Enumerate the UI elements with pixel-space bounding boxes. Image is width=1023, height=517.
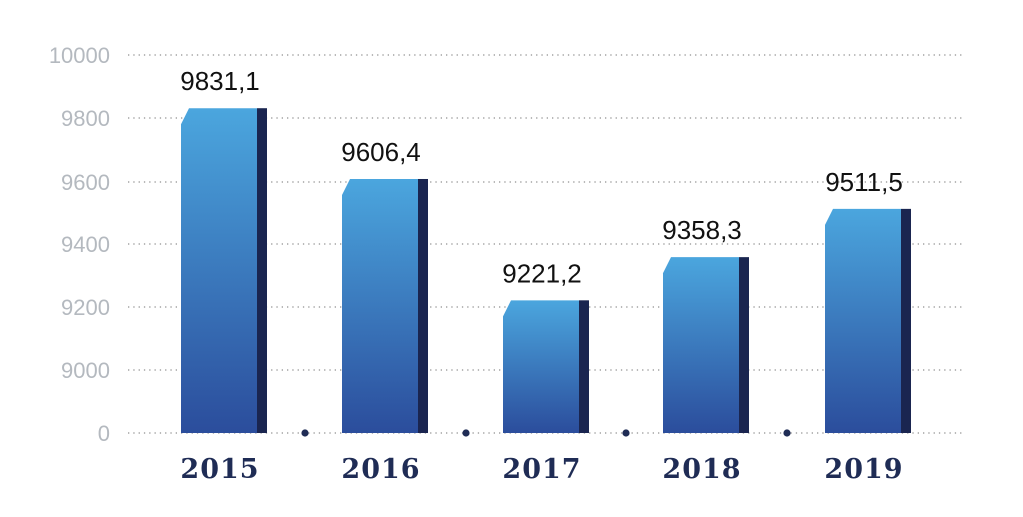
category-label: 2016 (341, 454, 420, 485)
bar-2017 (503, 300, 589, 433)
bar-2015 (181, 108, 267, 434)
bar-2019 (825, 208, 911, 433)
y-tick-label: 9800 (61, 106, 110, 131)
category-label: 2017 (502, 454, 581, 485)
y-tick-label: 9000 (61, 358, 110, 383)
bar-face (503, 300, 579, 433)
y-tick-label: 0 (98, 421, 110, 446)
axis-separator-dots (301, 429, 791, 437)
bar-face (825, 208, 901, 433)
value-label: 9511,5 (825, 167, 903, 197)
separator-dot (301, 429, 309, 437)
separator-dot (783, 429, 791, 437)
y-tick-label: 9600 (61, 170, 110, 195)
value-label: 9358,3 (662, 215, 742, 245)
x-axis-category-labels: 2015 2016 2017 2018 2019 (180, 454, 903, 485)
bar-face (181, 108, 257, 434)
value-label: 9831,1 (180, 66, 260, 96)
bar-side (901, 208, 911, 433)
separator-dot (462, 429, 470, 437)
bar-2016 (342, 178, 428, 433)
bar-2018 (663, 257, 749, 433)
bar-face (342, 178, 418, 433)
value-labels: 9831,1 9606,4 9221,2 9358,3 9511,5 (180, 66, 903, 288)
bar-side (739, 257, 749, 433)
bar-face (663, 257, 739, 433)
y-tick-label: 9400 (61, 232, 110, 257)
category-label: 2015 (180, 454, 259, 485)
category-label: 2019 (824, 454, 903, 485)
bar-side (257, 108, 267, 434)
bar-side (418, 178, 428, 433)
value-label: 9606,4 (341, 137, 421, 167)
y-tick-label: 9200 (61, 295, 110, 320)
category-label: 2018 (662, 454, 741, 485)
y-axis-tick-labels: 0 9000 9200 9400 9600 9800 10000 (49, 43, 110, 446)
bar-side (579, 300, 589, 433)
value-label: 9221,2 (502, 258, 582, 288)
y-tick-label: 10000 (49, 43, 110, 68)
separator-dot (622, 429, 630, 437)
bars (181, 108, 911, 434)
